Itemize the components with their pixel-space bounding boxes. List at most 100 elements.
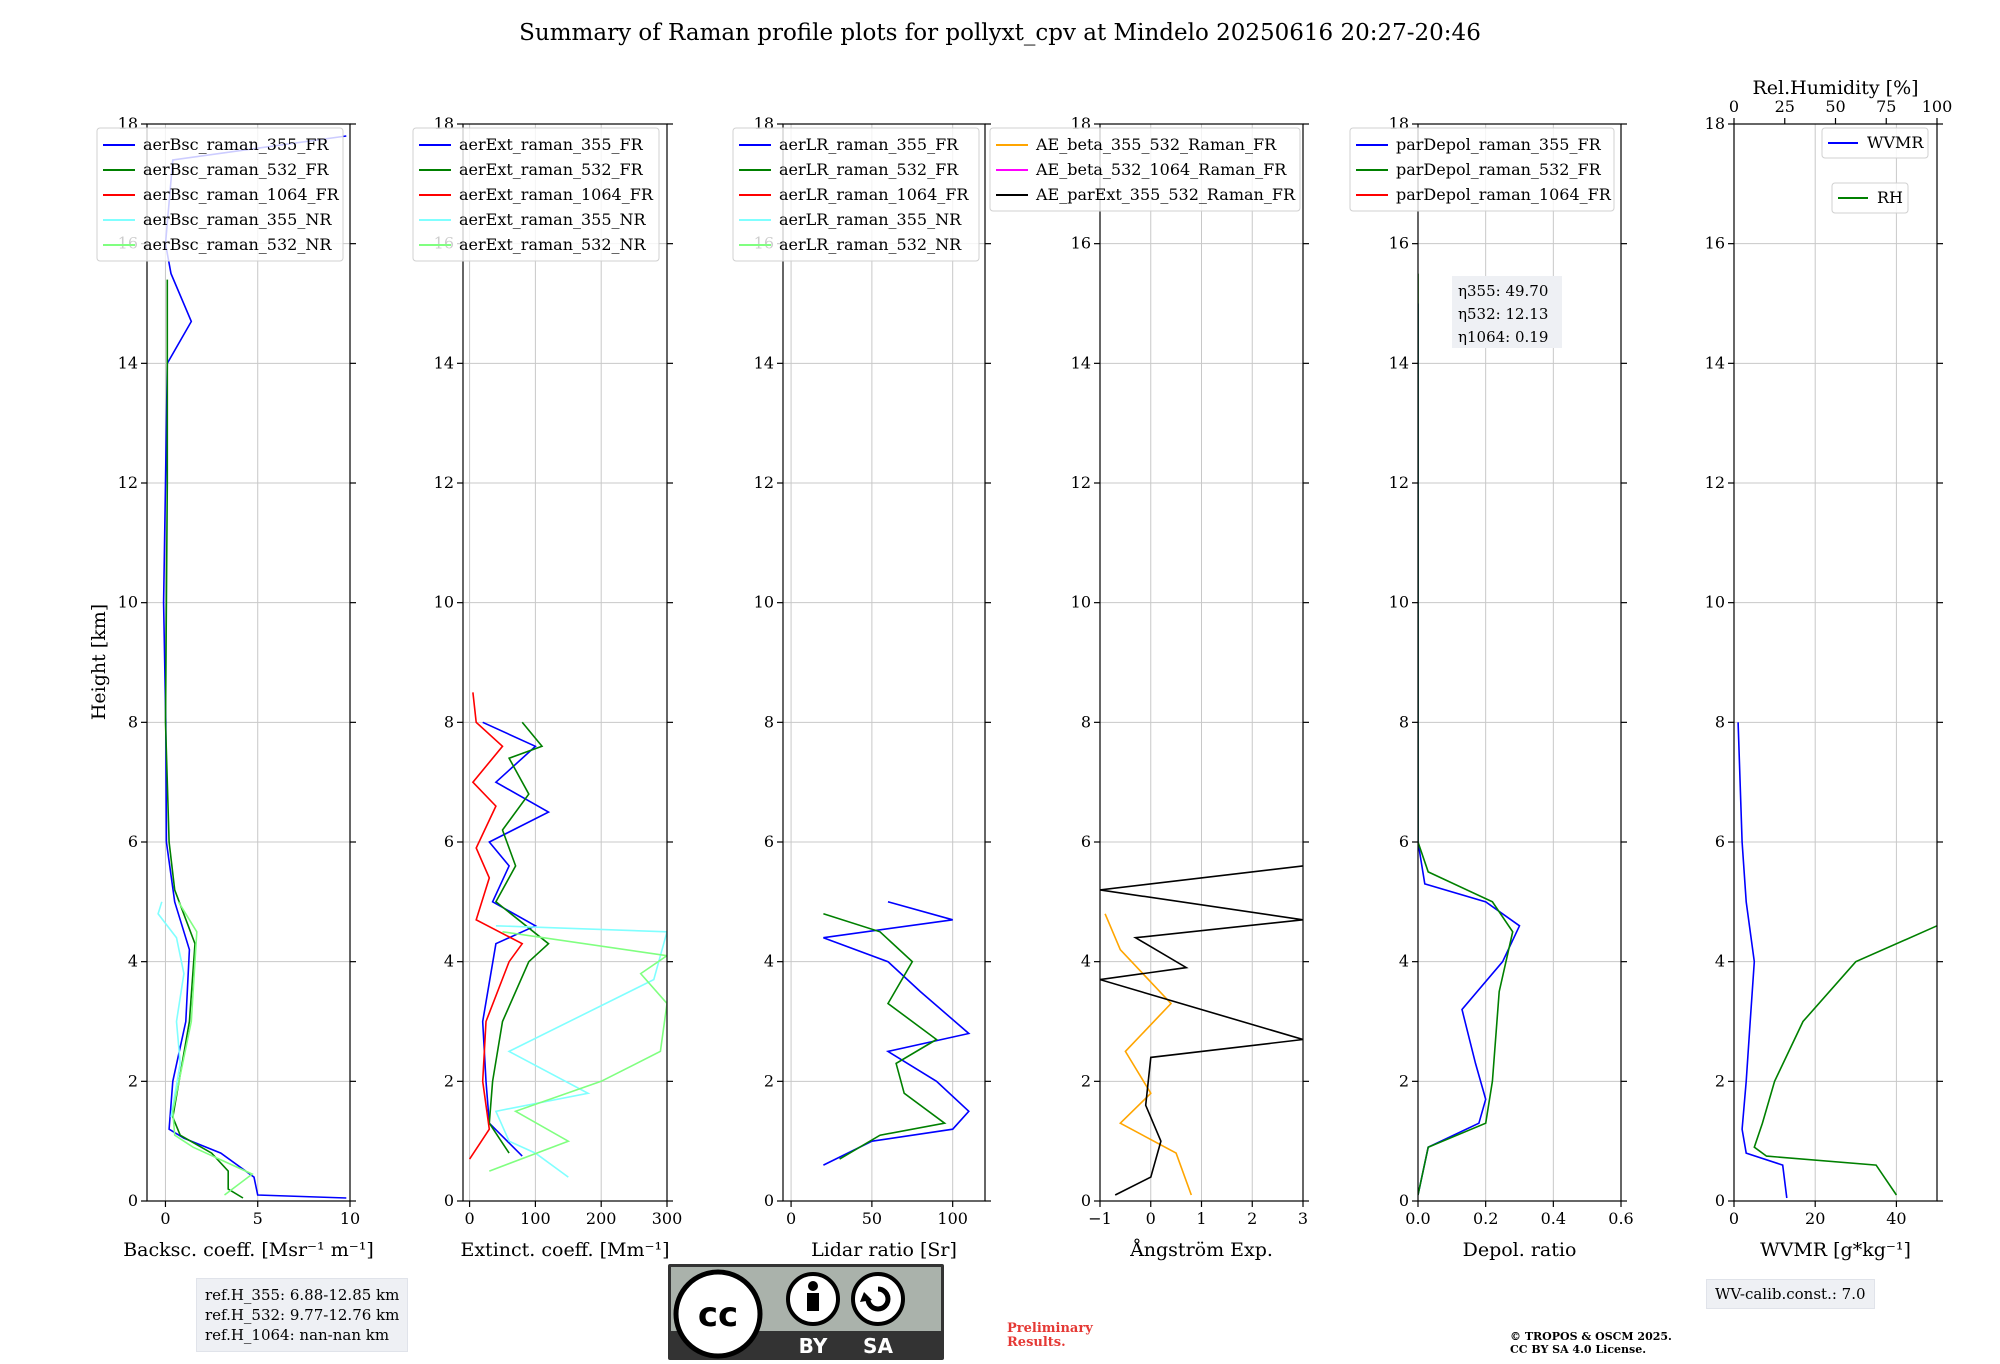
- x-tick-label: 0: [786, 1209, 796, 1228]
- y-tick-label: 0: [1399, 1191, 1409, 1210]
- y-tick-label: 12: [118, 473, 138, 492]
- legend-label: aerExt_raman_532_FR: [459, 160, 644, 179]
- series-line-pardepol-raman-355-fr: [1418, 303, 1521, 1196]
- y-tick-label: 0: [128, 1191, 138, 1210]
- y-tick-label: 4: [1399, 952, 1409, 971]
- y-tick-label: 14: [1071, 353, 1091, 372]
- axes-frame: [782, 123, 986, 1202]
- legend-label: aerBsc_raman_355_NR: [143, 210, 332, 229]
- y-tick-label: 14: [754, 353, 774, 372]
- y-tick-label: 2: [1081, 1071, 1091, 1090]
- y-tick-label: 2: [1399, 1071, 1409, 1090]
- legend-box: [732, 127, 980, 262]
- legend-label: aerLR_raman_355_FR: [779, 135, 959, 154]
- legend-label: AE_parExt_355_532_Raman_FR: [1035, 185, 1296, 204]
- y-tick-label: 10: [1071, 593, 1091, 612]
- y-tick-label: 10: [434, 593, 454, 612]
- x-tick-label: 20: [1805, 1209, 1825, 1228]
- y-tick-label: 18: [1705, 114, 1725, 133]
- copyright-note: © TROPOS & OSCM 2025. CC BY SA 4.0 Licen…: [1510, 1330, 1672, 1356]
- x-tick-label: 100: [520, 1209, 551, 1228]
- legend-label: aerBsc_raman_1064_FR: [143, 185, 340, 204]
- x-tick-label: 0.0: [1405, 1209, 1430, 1228]
- legend-label: RH: [1877, 188, 1903, 207]
- x-tick-label: 10: [340, 1209, 360, 1228]
- top-x-tick-label: 0: [1729, 97, 1739, 116]
- x-tick-label: 5: [253, 1209, 263, 1228]
- y-tick-label: 16: [1071, 234, 1091, 253]
- y-tick-label: 6: [764, 832, 774, 851]
- y-tick-label: 4: [1081, 952, 1091, 971]
- x-tick-label: 0: [1146, 1209, 1156, 1228]
- x-tick-label: 0: [464, 1209, 474, 1228]
- x-tick-label: 0.2: [1473, 1209, 1498, 1228]
- y-axis-label: Height [km]: [88, 604, 110, 720]
- preliminary-note: Preliminary Results.: [1007, 1321, 1093, 1350]
- legend-label: aerBsc_raman_532_NR: [143, 235, 332, 254]
- series-line-aerext-raman-355-fr: [481, 721, 551, 1157]
- top-x-tick-label: 75: [1876, 97, 1896, 116]
- top-x-tick-label: 100: [1922, 97, 1953, 116]
- series-line-ae-parext-355-532-raman-fr: [1100, 865, 1303, 1196]
- y-tick-label: 10: [1705, 593, 1725, 612]
- legend-label: aerExt_raman_532_NR: [459, 235, 647, 254]
- legend-label: aerExt_raman_355_FR: [459, 135, 644, 154]
- y-tick-label: 8: [444, 712, 454, 731]
- series-line-aerbsc-raman-532-fr: [164, 279, 244, 1199]
- y-tick-label: 0: [1715, 1191, 1725, 1210]
- series-line-aerext-raman-1064-fr: [468, 692, 524, 1160]
- ref-h-1064: ref.H_1064: nan-nan km: [205, 1326, 390, 1344]
- y-tick-label: 12: [1705, 473, 1725, 492]
- y-tick-label: 14: [1389, 353, 1409, 372]
- legend-box: [412, 127, 660, 262]
- legend-label: aerExt_raman_355_NR: [459, 210, 647, 229]
- svg-text:cc: cc: [698, 1295, 738, 1335]
- series-line-aerbsc-raman-355-nr: [157, 901, 185, 1118]
- reference-height-box: ref.H_355: 6.88-12.85 km ref.H_532: 9.77…: [196, 1278, 409, 1352]
- y-tick-label: 4: [764, 952, 774, 971]
- y-tick-label: 8: [1715, 712, 1725, 731]
- y-tick-label: 8: [1081, 712, 1091, 731]
- x-axis-label: Extinct. coeff. [Mm⁻¹]: [460, 1239, 669, 1261]
- x-tick-label: 0: [160, 1209, 170, 1228]
- y-tick-label: 14: [1705, 353, 1725, 372]
- y-tick-label: 2: [128, 1071, 138, 1090]
- y-tick-label: 2: [444, 1071, 454, 1090]
- y-tick-label: 2: [764, 1071, 774, 1090]
- top-x-tick-label: 50: [1825, 97, 1845, 116]
- legend-label: aerLR_raman_532_NR: [779, 235, 962, 254]
- x-axis-label: Ångström Exp.: [1129, 1239, 1273, 1261]
- annotation-text: η532: 12.13: [1458, 305, 1548, 323]
- y-tick-label: 12: [434, 473, 454, 492]
- series-line-aerlr-raman-532-fr: [823, 913, 947, 1160]
- axes-frame: [462, 123, 668, 1202]
- y-tick-label: 8: [128, 712, 138, 731]
- legend-label: aerLR_raman_532_FR: [779, 160, 959, 179]
- axes-frame: [1417, 123, 1622, 1202]
- annotation-text: η355: 49.70: [1458, 282, 1548, 300]
- legend-box: [989, 127, 1301, 212]
- y-tick-label: 4: [1715, 952, 1725, 971]
- y-tick-label: 10: [1389, 593, 1409, 612]
- y-tick-label: 14: [118, 353, 138, 372]
- y-tick-label: 6: [1715, 832, 1725, 851]
- x-tick-label: 0.4: [1541, 1209, 1566, 1228]
- series-line-aerlr-raman-355-fr: [823, 901, 971, 1166]
- legend-box: [1349, 127, 1615, 212]
- x-tick-label: 50: [862, 1209, 882, 1228]
- ref-h-355: ref.H_355: 6.88-12.85 km: [205, 1286, 400, 1304]
- x-axis-label: WVMR [g*kg⁻¹]: [1760, 1239, 1911, 1261]
- legend-label: aerLR_raman_1064_FR: [779, 185, 969, 204]
- legend-box: [96, 127, 344, 262]
- y-tick-label: 16: [1705, 234, 1725, 253]
- chart-panel-ext: 0246810121416180100200300Extinct. coeff.…: [412, 114, 683, 1261]
- top-x-axis-label: Rel.Humidity [%]: [1752, 77, 1918, 99]
- x-tick-label: 1: [1196, 1209, 1206, 1228]
- x-tick-label: 300: [652, 1209, 683, 1228]
- x-tick-label: 200: [586, 1209, 617, 1228]
- cc-by-label: BY: [799, 1334, 828, 1358]
